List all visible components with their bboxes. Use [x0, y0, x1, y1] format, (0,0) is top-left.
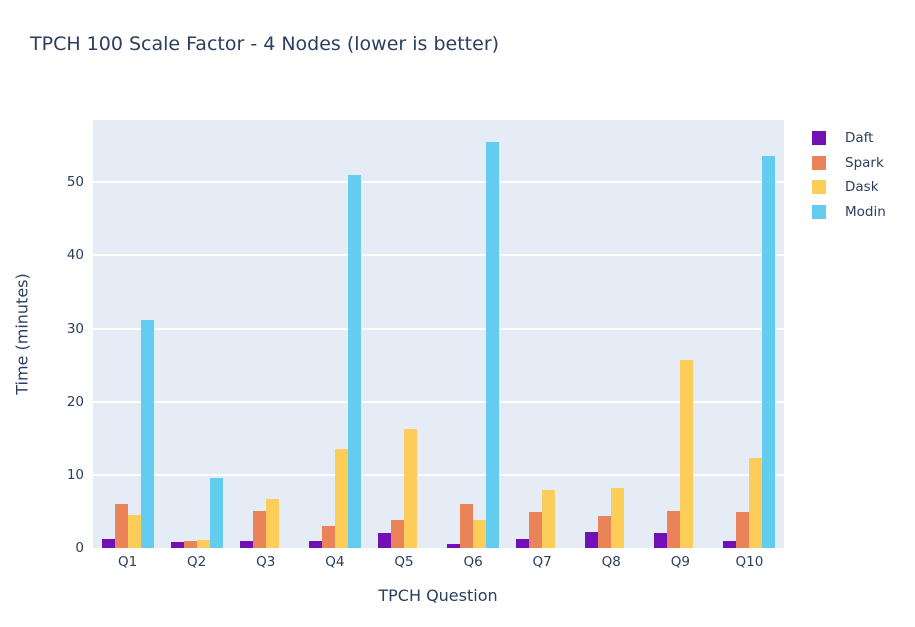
bar-spark-q2 [183, 541, 197, 548]
bar-spark-q10 [736, 512, 750, 548]
bar-spark-q1 [114, 504, 128, 548]
bar-dask-q5 [403, 429, 417, 548]
x-tick-label-q2: Q2 [187, 554, 207, 570]
x-tick-label-q5: Q5 [394, 554, 414, 570]
x-tick-label-q10: Q10 [735, 554, 764, 570]
bar-dask-q3 [265, 498, 279, 548]
bar-modin-q4 [347, 174, 361, 548]
bar-dask-q10 [749, 458, 763, 548]
gridline [93, 473, 784, 476]
legend-swatch-icon [812, 180, 826, 195]
bar-dask-q7 [542, 490, 556, 548]
chart-title: TPCH 100 Scale Factor - 4 Nodes (lower i… [30, 33, 500, 55]
y-tick-label: 40 [66, 247, 84, 264]
bar-dask-q1 [127, 515, 141, 548]
bar-dask-q4 [334, 449, 348, 548]
x-tick-label-q9: Q9 [670, 554, 690, 570]
bar-daft-q8 [585, 531, 599, 548]
bar-daft-q10 [723, 540, 737, 548]
bar-spark-q4 [321, 526, 335, 548]
bar-daft-q9 [654, 532, 668, 548]
legend-item-modin[interactable]: Modin [812, 200, 886, 225]
y-tick-label: 30 [66, 320, 84, 337]
x-tick-label-q7: Q7 [532, 554, 552, 570]
bar-spark-q8 [598, 515, 612, 548]
bar-spark-q5 [390, 520, 404, 548]
legend-swatch-icon [812, 155, 826, 170]
gridline [93, 181, 784, 184]
bar-spark-q3 [252, 511, 266, 548]
x-tick-label-q4: Q4 [325, 554, 345, 570]
bar-modin-q6 [486, 141, 500, 548]
bar-daft-q7 [516, 539, 530, 548]
gridline [93, 254, 784, 257]
legend: Daft Spark Dask Modin [812, 126, 886, 224]
legend-item-label: Dask [845, 179, 879, 196]
bar-daft-q1 [101, 539, 115, 548]
legend-item-spark[interactable]: Spark [812, 151, 886, 176]
legend-item-label: Modin [845, 203, 886, 220]
y-axis-title: Time (minutes) [12, 273, 32, 395]
legend-item-label: Daft [845, 130, 874, 147]
legend-item-dask[interactable]: Dask [812, 175, 886, 200]
bar-daft-q6 [447, 543, 461, 548]
y-tick-label: 0 [75, 540, 84, 556]
x-tick-label-q1: Q1 [117, 554, 138, 570]
bar-daft-q5 [377, 533, 391, 548]
legend-item-label: Spark [845, 154, 884, 171]
x-tick-label-q3: Q3 [256, 554, 276, 570]
bar-modin-q2 [209, 477, 223, 548]
bar-spark-q7 [529, 512, 543, 548]
bar-spark-q6 [460, 504, 474, 548]
x-tick-label-q6: Q6 [463, 554, 483, 570]
bar-modin-q10 [762, 155, 776, 548]
bar-dask-q9 [680, 359, 694, 548]
legend-item-daft[interactable]: Daft [812, 126, 886, 151]
bar-daft-q2 [170, 542, 184, 548]
plot-area [93, 120, 784, 548]
bar-daft-q3 [239, 540, 253, 548]
x-tick-label-q8: Q8 [601, 554, 621, 570]
bar-daft-q4 [308, 540, 322, 548]
bar-dask-q6 [473, 520, 487, 548]
y-tick-label: 50 [66, 174, 84, 191]
bar-dask-q2 [196, 539, 210, 548]
bar-spark-q9 [667, 511, 681, 548]
x-axis-title: TPCH Question [378, 586, 498, 605]
y-tick-label: 20 [66, 393, 84, 410]
y-tick-label: 10 [66, 466, 84, 483]
legend-swatch-icon [812, 204, 826, 219]
gridline [93, 400, 784, 403]
legend-swatch-icon [812, 131, 826, 146]
bar-dask-q8 [611, 488, 625, 548]
bar-modin-q1 [140, 320, 154, 548]
gridline [93, 327, 784, 330]
